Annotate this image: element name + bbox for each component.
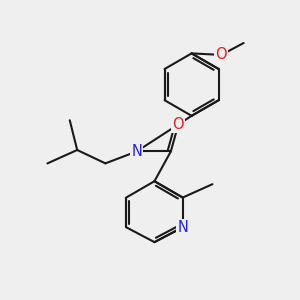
Text: N: N <box>131 144 142 159</box>
Text: N: N <box>177 220 188 235</box>
Text: O: O <box>172 117 184 132</box>
Text: O: O <box>215 47 227 62</box>
